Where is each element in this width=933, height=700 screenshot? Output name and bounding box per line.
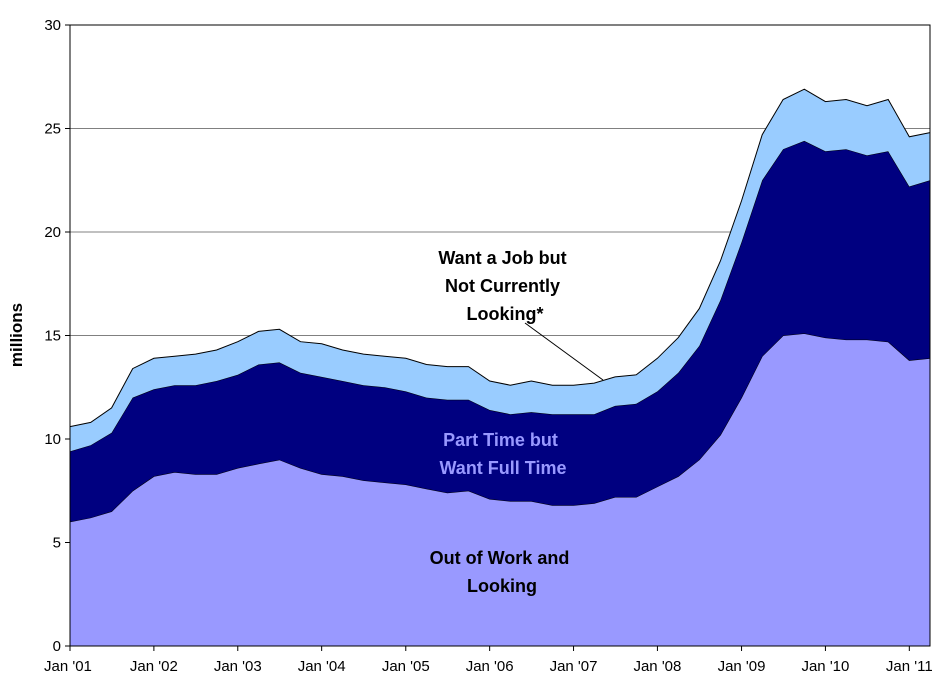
x-tick-label: Jan '11 [886,658,933,675]
x-tick-label: Jan '06 [466,658,514,675]
x-tick-label: Jan '09 [718,658,766,675]
y-tick-label: 0 [53,638,61,655]
x-tick-label: Jan '02 [130,658,178,675]
area-series [69,88,931,646]
x-tick-label: Jan '04 [298,658,346,675]
out-of-work-label-line-1: Out of Work and [430,548,570,568]
want-job-leader-line [524,322,604,381]
area-want-job [70,89,930,452]
y-axis-ticks: 0 5 10 15 20 25 30 [44,17,70,655]
x-axis-ticks: Jan '01 Jan '02 Jan '03 Jan '04 Jan '05 Jan '… [44,646,933,675]
area-want-job-outline [69,88,931,428]
y-tick-label: 20 [44,224,61,241]
area-out-of-work [70,333,930,646]
out-of-work-label: Out of Work and Looking [430,548,575,596]
x-tick-label: Jan '01 [44,658,92,675]
y-tick-label: 25 [44,121,61,138]
y-tick-label: 10 [44,431,61,448]
want-job-label-line-3: Looking* [467,304,544,324]
out-of-work-label-line-2: Looking [467,576,537,596]
x-tick-label: Jan '05 [382,658,430,675]
y-tick-label: 15 [44,328,61,345]
area-part-time [70,140,930,522]
x-tick-label: Jan '10 [801,658,849,675]
want-job-label: Want a Job but Not Currently Looking* [438,248,571,324]
x-tick-label: Jan '08 [633,658,681,675]
y-axis-label: millions [7,303,26,367]
part-time-label-line-2: Want Full Time [439,458,566,478]
x-tick-label: Jan '03 [214,658,262,675]
part-time-label-line-1: Part Time but [443,430,558,450]
y-tick-label: 30 [44,17,61,34]
want-job-label-line-2: Not Currently [445,276,560,296]
y-tick-label: 5 [53,535,61,552]
part-time-label: Part Time but Want Full Time [439,430,566,478]
x-tick-label: Jan '07 [550,658,598,675]
want-job-label-line-1: Want a Job but [438,248,566,268]
